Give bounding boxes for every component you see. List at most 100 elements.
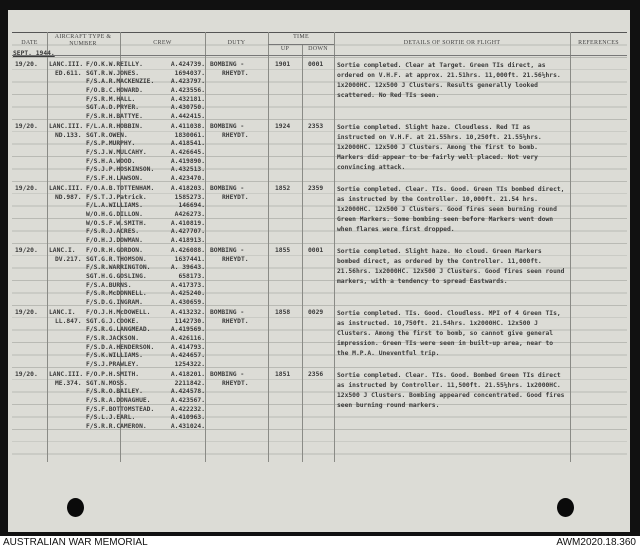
service-number: A.423556. — [170, 87, 205, 95]
service-number: A.418203. — [170, 185, 205, 192]
service-number: 1585273. — [174, 193, 205, 201]
col-divider — [205, 32, 206, 462]
sortie-details: Sortie completed. Slight haze. Cloudless… — [337, 124, 542, 171]
service-number: A.426088. — [170, 247, 205, 254]
crew-member: F/O.J.H.McDOWELL. — [86, 309, 151, 316]
entry-date: 19/20. — [15, 61, 38, 68]
service-numbers: A.418203. 1585273. 146694. A426273. A.410819… — [166, 185, 205, 246]
crew-member: F/S.H.A.WOOD. — [86, 157, 136, 165]
service-number: 658173. — [178, 273, 205, 281]
duty-line2: RHEYDT. — [222, 318, 249, 325]
time-down: 0001 — [308, 61, 324, 68]
service-number: A.442415. — [170, 113, 205, 121]
service-number: A.419890. — [170, 157, 205, 165]
col-divider — [120, 32, 121, 462]
crew-member: F/S.J.PRAWLEY. — [86, 361, 140, 369]
duty-line2: RHEYDT. — [222, 132, 249, 139]
service-number: A.427707. — [170, 228, 205, 236]
col-divider — [334, 32, 335, 462]
service-number: A.413232. — [170, 309, 205, 316]
crew-member: F/O.H.J.DOWMAN. — [86, 237, 143, 245]
service-number: A.424739. — [170, 61, 205, 68]
crew-member: F/S.R.H.BATTYE. — [86, 113, 143, 121]
crew-member: F/S.R.G.LANGMEAD. — [86, 326, 151, 334]
col-divider — [570, 32, 571, 462]
header-date: Date — [21, 40, 38, 46]
time-up: 1924 — [275, 123, 291, 130]
service-number: A.425240. — [170, 290, 205, 298]
service-number: A.426116. — [170, 335, 205, 343]
aircraft-serial: DV.217. — [55, 256, 82, 263]
service-number: A.418201. — [170, 371, 205, 378]
sortie-details: Sortie completed. Slight haze. No cloud.… — [337, 248, 565, 285]
crew-member: F/S.L.J.EARL. — [86, 414, 136, 422]
crew-member: SGT.H.G.GOSLING. — [86, 273, 147, 281]
crew-member: W/O.S.F.W.SMITH. — [86, 219, 147, 227]
crew-member: F/S.F.H.LAWSON. — [86, 175, 143, 183]
crew-member: SGT.R.OWEN. — [86, 131, 128, 139]
duty-line2: RHEYDT. — [222, 256, 249, 263]
crew-member: F/S.D.A.HENDERSON. — [86, 343, 155, 351]
service-number: 1637441. — [174, 255, 205, 263]
service-number: 1830061. — [174, 131, 205, 139]
service-number: A.423567. — [170, 397, 205, 405]
col-divider — [268, 32, 269, 462]
aircraft-type: LANC.III. — [49, 371, 84, 378]
header-rule — [12, 55, 627, 56]
crew-member: F/S.R.M.HALL. — [86, 95, 136, 103]
footer-institution: AUSTRALIAN WAR MEMORIAL — [3, 537, 148, 548]
sortie-details: Sortie completed. Clear. TIs. Good. Bomb… — [337, 372, 565, 409]
service-number: A.423797. — [170, 78, 205, 86]
duty-line1: BOMBING - — [210, 123, 245, 130]
service-number: 1254322. — [174, 361, 205, 369]
service-numbers: A.413232. 1142730. A.419569. A.426116. A.414… — [166, 309, 205, 370]
crew-member: F/S.T.J.Patrick. — [86, 193, 147, 201]
service-number: A.432181. — [170, 95, 205, 103]
header-aircraft: Aircraft Type & Number — [54, 34, 112, 47]
crew-member: F/S.K.WILLIAMS. — [86, 352, 143, 360]
service-number: A.410963. — [170, 414, 205, 422]
entry-date: 19/20. — [15, 247, 38, 254]
service-number: A.414793. — [170, 343, 205, 351]
sortie-details: Sortie completed. TIs. Good. Cloudless. … — [337, 310, 561, 357]
col-divider — [47, 32, 48, 462]
service-number: A.430750. — [170, 104, 205, 112]
crew-member: W/O.H.G.DILLON. — [86, 211, 143, 219]
time-down: 2359 — [308, 185, 324, 192]
aircraft-serial: ME.374. — [55, 380, 82, 387]
crew-member: F/S.R.J.ACRES. — [86, 228, 140, 236]
aircraft-type: LANC.I. — [49, 247, 76, 254]
service-number: A.432513. — [170, 166, 205, 174]
entry-date: 19/20. — [15, 185, 38, 192]
service-numbers: A.424739. 1694037. A.423797. A.423556. A.432… — [166, 61, 205, 122]
crew-member: F/S.A.R.MACKENZIE. — [86, 78, 155, 86]
crew-member: SGT.G.J.COOKE. — [86, 317, 140, 325]
crew-member: SGT.A.D.PRYER. — [86, 104, 140, 112]
aircraft-type: LANC.III. — [49, 123, 84, 130]
punch-hole — [557, 498, 574, 517]
crew-member: F/S.R.WARRINGTON. — [86, 264, 151, 272]
header-duty: Duty — [227, 40, 246, 46]
service-number: A.430659. — [170, 299, 205, 307]
entry-date: 19/20. — [15, 123, 38, 130]
service-number: 1142730. — [174, 317, 205, 325]
header-crew: Crew — [153, 40, 172, 46]
service-number: A.424578. — [170, 388, 205, 396]
service-number: 146694. — [178, 202, 205, 210]
crew-member: F/S.J.W.MULCAHY. — [86, 149, 147, 157]
time-up: 1852 — [275, 185, 291, 192]
time-down: 0001 — [308, 247, 324, 254]
crew-member: F/L.A.WILLIAMS. — [86, 202, 143, 210]
service-numbers: A.411038. 1830061. A.418541. A.426645. A.419… — [166, 123, 205, 184]
month-heading: SEPT. 1944. — [13, 50, 55, 57]
service-number: 1694037. — [174, 69, 205, 77]
crew-list: F/O.R.H.GORDON. SGT.G.R.THOMSON. F/S.R.WAR… — [86, 247, 166, 308]
aircraft-type: LANC.I. — [49, 309, 76, 316]
sortie-details: Sortie completed. Clear. TIs. Good. Gree… — [337, 186, 565, 233]
footer-accession: AWM2020.18.360 — [556, 537, 636, 548]
crew-member: F/S.A.BURNS. — [86, 281, 132, 289]
time-down: 2356 — [308, 371, 324, 378]
duty-line1: BOMBING - — [210, 247, 245, 254]
crew-member: F/S.J.P.HOSKINSON. — [86, 166, 155, 174]
aircraft-type: LANC.III. — [49, 185, 84, 192]
